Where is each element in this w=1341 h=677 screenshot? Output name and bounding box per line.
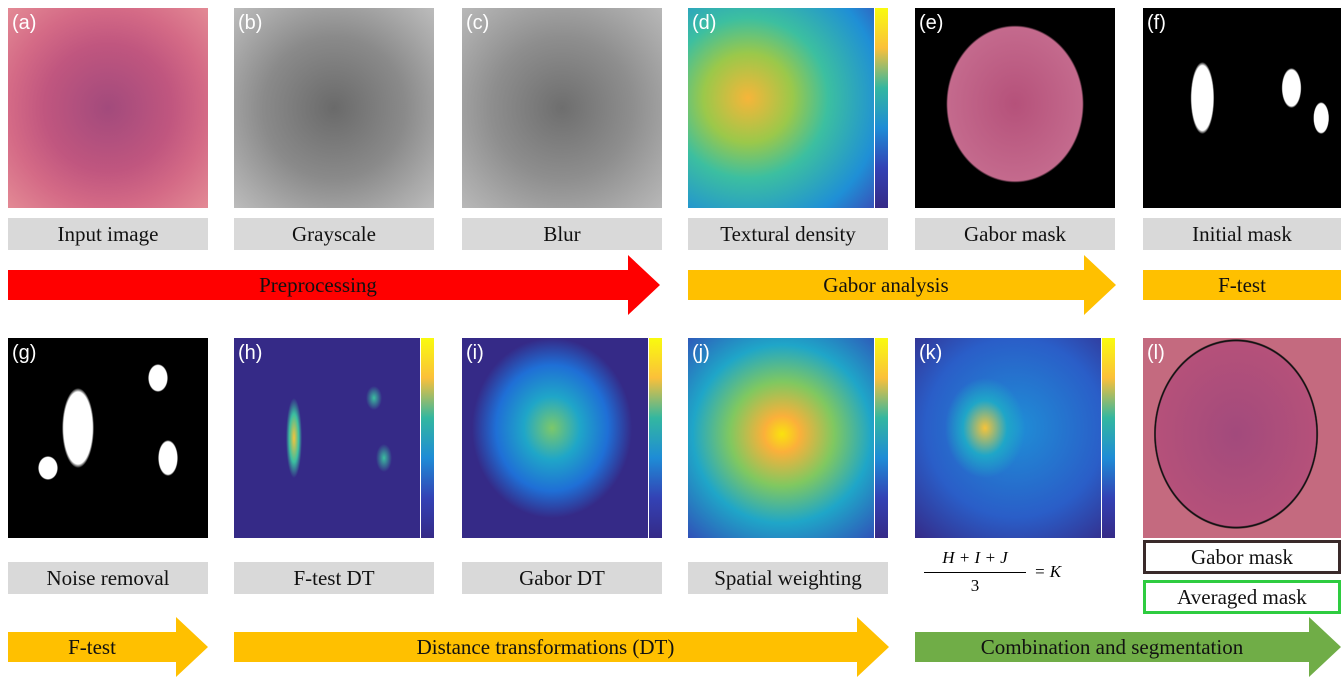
panel-label: (k) <box>919 342 942 365</box>
colorbar <box>1101 338 1115 538</box>
panel-image: (a) <box>8 8 208 208</box>
caption: F-test DT <box>234 562 434 594</box>
caption: Spatial weighting <box>688 562 888 594</box>
formula-denominator: 3 <box>920 576 1030 596</box>
formula-result: = K <box>1034 562 1061 582</box>
panel-image: (l) <box>1143 338 1341 538</box>
arrow: F-test <box>1143 255 1341 315</box>
panel-label: (h) <box>238 342 262 365</box>
caption: Input image <box>8 218 208 250</box>
panel-image: (h) <box>234 338 434 538</box>
panel-image: (k) <box>915 338 1115 538</box>
panel-label: (e) <box>919 12 943 35</box>
colorbar <box>420 338 434 538</box>
caption: Grayscale <box>234 218 434 250</box>
panel-label: (i) <box>466 342 484 365</box>
caption: Noise removal <box>8 562 208 594</box>
panel-label: (b) <box>238 12 262 35</box>
formula: H + I + J 3= K <box>920 548 1080 603</box>
panel-image: (g) <box>8 338 208 538</box>
caption: Textural density <box>688 218 888 250</box>
caption: Gabor mask <box>915 218 1115 250</box>
caption: Initial mask <box>1143 218 1341 250</box>
arrow: Gabor analysis <box>688 255 1116 315</box>
panel-image: (b) <box>234 8 434 208</box>
caption: Gabor DT <box>462 562 662 594</box>
colorbar <box>874 338 888 538</box>
panel-image: (i) <box>462 338 662 538</box>
arrow: Combination and segmentation <box>915 617 1341 677</box>
panel-label: (g) <box>12 342 36 365</box>
legend-entry: Averaged mask <box>1143 580 1341 614</box>
panel-image: (d) <box>688 8 888 208</box>
panel-label: (d) <box>692 12 716 35</box>
arrow: Distance transformations (DT) <box>234 617 889 677</box>
panel-label: (l) <box>1147 342 1165 365</box>
panel-label: (a) <box>12 12 36 35</box>
figure: (a) Input image (b) Grayscale (c) Blur (d) Text… <box>0 0 1341 677</box>
panel-label: (j) <box>692 342 710 365</box>
arrow: Preprocessing <box>8 255 660 315</box>
formula-numerator: H + I + J <box>920 548 1030 568</box>
formula-bar <box>924 572 1026 573</box>
caption: Blur <box>462 218 662 250</box>
panel-label: (f) <box>1147 12 1166 35</box>
legend-entry: Gabor mask <box>1143 540 1341 574</box>
panel-label: (c) <box>466 12 489 35</box>
panel-image: (j) <box>688 338 888 538</box>
panel-image: (f) <box>1143 8 1341 208</box>
panel-image: (e) <box>915 8 1115 208</box>
colorbar <box>648 338 662 538</box>
colorbar <box>874 8 888 208</box>
panel-image: (c) <box>462 8 662 208</box>
arrow: F-test <box>8 617 208 677</box>
